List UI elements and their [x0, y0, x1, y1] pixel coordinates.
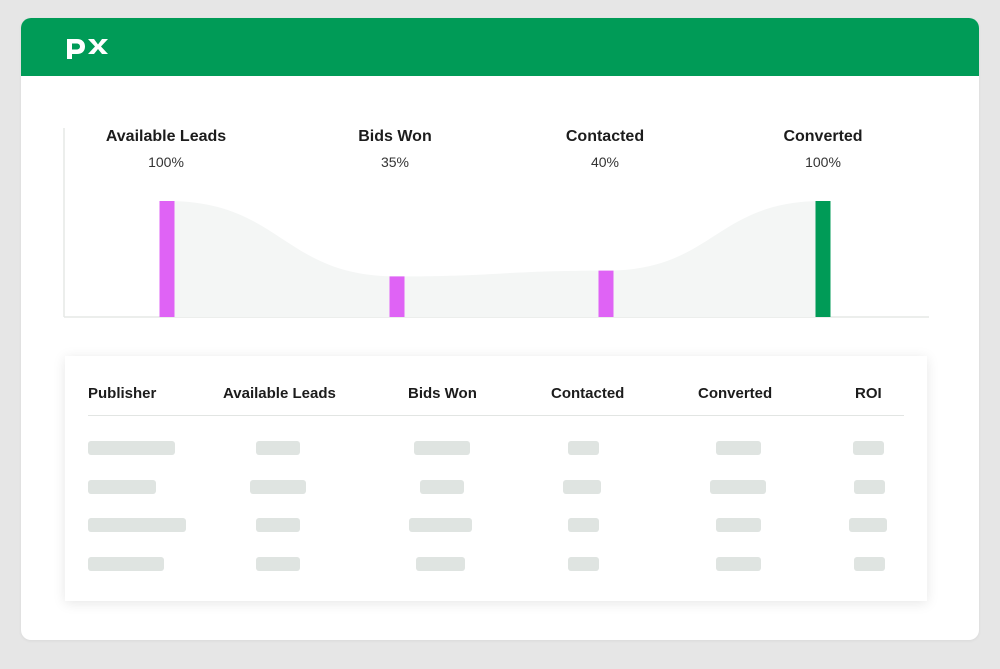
row-placeholder	[256, 557, 300, 571]
row-placeholder	[710, 480, 766, 494]
publisher-table: Publisher Available Leads Bids Won Conta…	[65, 356, 927, 601]
funnel-chart	[63, 128, 929, 318]
row-placeholder	[88, 518, 186, 532]
row-placeholder	[88, 557, 164, 571]
stage-percent-available-leads: 100%	[148, 154, 184, 170]
row-placeholder	[420, 480, 464, 494]
row-placeholder	[854, 480, 885, 494]
column-header-contacted[interactable]: Contacted	[551, 385, 625, 402]
row-placeholder	[414, 441, 470, 455]
px-logo-icon[interactable]	[63, 35, 111, 61]
row-placeholder	[88, 480, 156, 494]
row-placeholder	[416, 557, 465, 571]
header-bar	[21, 18, 979, 76]
row-placeholder	[568, 518, 599, 532]
stage-label-bids-won: Bids Won	[358, 128, 432, 145]
funnel-bar[interactable]	[815, 201, 831, 317]
stage-percent-contacted: 40%	[590, 154, 620, 170]
stage-label-contacted: Contacted	[565, 128, 645, 145]
row-placeholder	[409, 518, 472, 532]
row-placeholder	[256, 441, 300, 455]
funnel-bar[interactable]	[159, 201, 175, 317]
column-header-converted[interactable]: Converted	[698, 385, 773, 402]
column-header-publisher[interactable]: Publisher	[88, 385, 157, 402]
funnel-bar[interactable]	[598, 270, 614, 317]
stage-percent-bids-won: 35%	[380, 154, 410, 170]
row-placeholder	[568, 557, 599, 571]
row-placeholder	[849, 518, 887, 532]
row-placeholder	[563, 480, 601, 494]
column-header-available-leads[interactable]: Available Leads	[223, 385, 336, 402]
stage-label-available-leads: Available Leads	[105, 128, 227, 145]
column-header-bids-won[interactable]: Bids Won	[408, 385, 477, 402]
row-placeholder	[854, 557, 885, 571]
row-placeholder	[88, 441, 175, 455]
row-placeholder	[716, 441, 761, 455]
dashboard-card: Available Leads 100% Bids Won 35% Contac…	[21, 18, 979, 640]
row-placeholder	[250, 480, 306, 494]
column-header-roi[interactable]: ROI	[855, 385, 882, 402]
stage-percent-converted: 100%	[805, 154, 841, 170]
row-placeholder	[716, 557, 761, 571]
row-placeholder	[256, 518, 300, 532]
row-placeholder	[568, 441, 599, 455]
funnel-bar[interactable]	[389, 276, 405, 317]
row-placeholder	[716, 518, 761, 532]
stage-label-converted: Converted	[783, 128, 863, 145]
funnel-area	[167, 201, 823, 317]
header-divider	[88, 415, 904, 416]
row-placeholder	[853, 441, 884, 455]
